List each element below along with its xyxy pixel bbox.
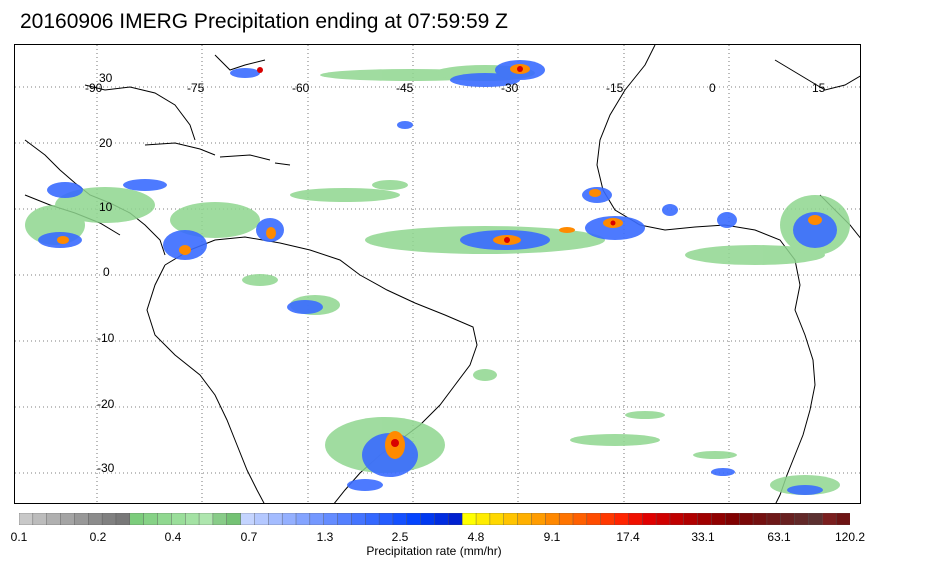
lat-label: 10 bbox=[99, 200, 113, 214]
colorbar-swatch bbox=[295, 513, 311, 525]
colorbar-swatch bbox=[822, 513, 837, 525]
lon-label: -45 bbox=[396, 81, 414, 95]
colorbar-swatch bbox=[503, 513, 519, 525]
colorbar-swatch bbox=[101, 513, 117, 525]
colorbar-swatch bbox=[337, 513, 352, 525]
colorbar-swatch bbox=[19, 513, 34, 525]
lon-label: -30 bbox=[501, 81, 519, 95]
lat-label: 30 bbox=[99, 71, 113, 85]
colorbar-swatch bbox=[74, 513, 89, 525]
colorbar-swatch bbox=[628, 513, 643, 525]
colorbar-swatch bbox=[212, 513, 228, 525]
colorbar-swatch bbox=[268, 513, 283, 525]
colorbar-swatch bbox=[711, 513, 726, 525]
colorbar-tick-label: 0.2 bbox=[89, 530, 107, 544]
colorbar-swatch bbox=[489, 513, 505, 525]
colorbar-tick-label: 9.1 bbox=[543, 530, 561, 544]
colorbar-swatch bbox=[669, 513, 685, 525]
colorbar-swatch bbox=[808, 513, 823, 525]
map-canvas bbox=[15, 45, 860, 503]
colorbar-swatch bbox=[240, 513, 255, 525]
colorbar-swatch bbox=[143, 513, 159, 525]
precip-light bbox=[25, 65, 850, 495]
colorbar-tick-label: 63.1 bbox=[767, 530, 791, 544]
colorbar-swatch bbox=[642, 513, 657, 525]
lon-label: 15 bbox=[812, 81, 826, 95]
colorbar-tick-label: 1.3 bbox=[316, 530, 334, 544]
colorbar bbox=[19, 513, 850, 525]
precipitation-map: -90 -75 -60 -45 -30 -15 0 15 30 20 10 0 … bbox=[14, 44, 861, 504]
colorbar-tick-label: 0.1 bbox=[10, 530, 28, 544]
lat-label: -20 bbox=[97, 397, 115, 411]
colorbar-swatch bbox=[281, 513, 297, 525]
lat-label: 0 bbox=[103, 265, 110, 279]
colorbar-swatch bbox=[462, 513, 477, 525]
colorbar-swatch bbox=[309, 513, 325, 525]
colorbar-tick-label: 4.8 bbox=[467, 530, 485, 544]
colorbar-swatch bbox=[780, 513, 796, 525]
colorbar-swatch bbox=[517, 513, 532, 525]
colorbar-tick-label: 0.7 bbox=[240, 530, 258, 544]
colorbar-swatch bbox=[406, 513, 422, 525]
colorbar-swatch bbox=[32, 513, 48, 525]
colorbar-swatch bbox=[683, 513, 699, 525]
precip-moderate bbox=[38, 60, 837, 495]
map-title: 20160906 IMERG Precipitation ending at 0… bbox=[20, 10, 508, 33]
colorbar-swatch bbox=[766, 513, 782, 525]
lat-label: -30 bbox=[97, 461, 115, 475]
colorbar-swatch bbox=[365, 513, 380, 525]
colorbar-swatch bbox=[586, 513, 602, 525]
colorbar-swatch bbox=[475, 513, 491, 525]
colorbar-swatch bbox=[88, 513, 103, 525]
colorbar-swatch bbox=[198, 513, 214, 525]
coastlines bbox=[24, 45, 860, 503]
colorbar-swatch bbox=[351, 513, 366, 525]
colorbar-swatch bbox=[531, 513, 546, 525]
lon-label: 0 bbox=[709, 81, 716, 95]
colorbar-swatch bbox=[448, 513, 463, 525]
lon-label: -90 bbox=[85, 81, 103, 95]
colorbar-tick-label: 17.4 bbox=[616, 530, 640, 544]
colorbar-swatch bbox=[115, 513, 131, 525]
colorbar-title: Precipitation rate (mm/hr) bbox=[366, 544, 502, 558]
lon-label: -60 bbox=[292, 81, 310, 95]
colorbar-swatch bbox=[725, 513, 740, 525]
colorbar-swatch bbox=[835, 513, 850, 525]
colorbar-swatch bbox=[226, 513, 242, 525]
colorbar-swatch bbox=[254, 513, 269, 525]
colorbar-tick-label: 120.2 bbox=[834, 530, 866, 544]
lon-label: -15 bbox=[606, 81, 624, 95]
colorbar-swatch bbox=[392, 513, 408, 525]
colorbar-swatch bbox=[420, 513, 435, 525]
lon-label: -75 bbox=[187, 81, 205, 95]
colorbar-swatch bbox=[739, 513, 754, 525]
colorbar-swatch bbox=[434, 513, 449, 525]
colorbar-tick-label: 33.1 bbox=[691, 530, 715, 544]
precip-intense bbox=[257, 66, 616, 447]
colorbar-swatch bbox=[655, 513, 671, 525]
colorbar-swatch bbox=[129, 513, 145, 525]
colorbar-swatch bbox=[378, 513, 394, 525]
colorbar-swatch bbox=[697, 513, 713, 525]
colorbar-swatch bbox=[157, 513, 172, 525]
colorbar-swatch bbox=[545, 513, 560, 525]
lat-label: -10 bbox=[97, 331, 115, 345]
colorbar-swatch bbox=[600, 513, 616, 525]
lat-label: 20 bbox=[99, 136, 113, 150]
colorbar-swatch bbox=[752, 513, 768, 525]
colorbar-swatch bbox=[572, 513, 588, 525]
graticule bbox=[15, 45, 860, 503]
colorbar-swatch bbox=[614, 513, 629, 525]
colorbar-tick-label: 2.5 bbox=[391, 530, 409, 544]
colorbar-tick-label: 0.4 bbox=[164, 530, 182, 544]
colorbar-swatch bbox=[46, 513, 62, 525]
colorbar-swatch bbox=[323, 513, 339, 525]
colorbar-swatch bbox=[558, 513, 574, 525]
colorbar-swatch bbox=[794, 513, 809, 525]
colorbar-swatch bbox=[184, 513, 200, 525]
colorbar-swatch bbox=[60, 513, 75, 525]
colorbar-swatch bbox=[171, 513, 186, 525]
